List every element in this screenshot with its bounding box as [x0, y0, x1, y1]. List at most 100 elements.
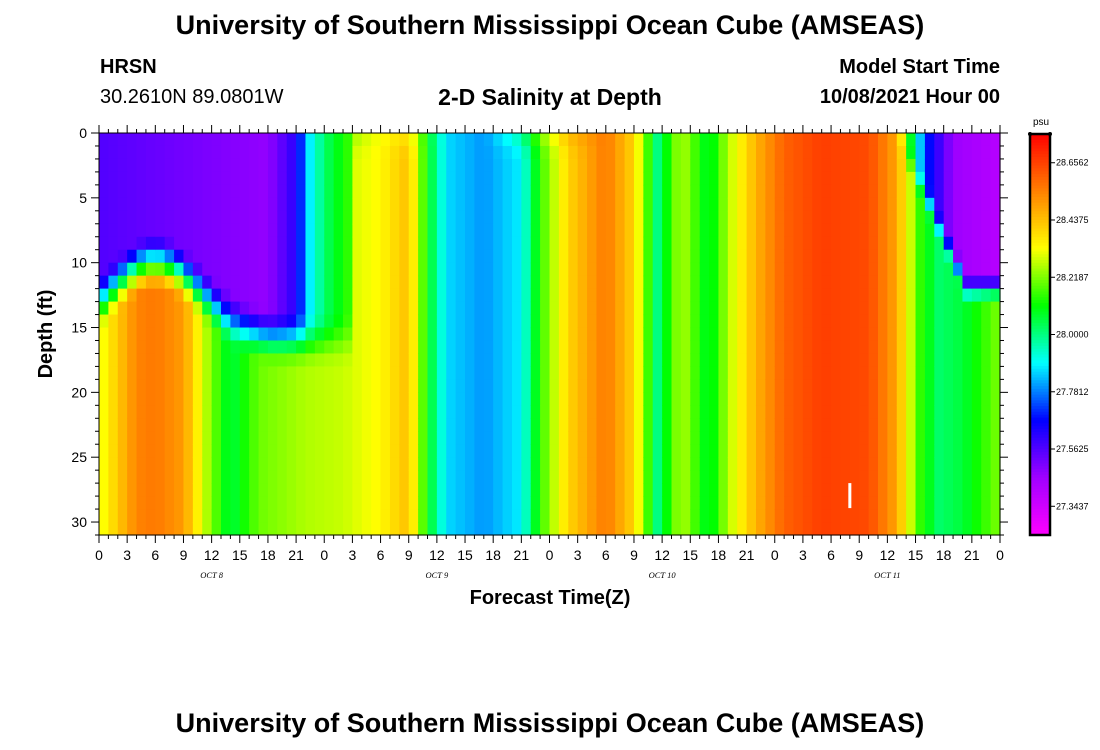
heatmap-cell: [174, 275, 185, 290]
heatmap-cell: [718, 301, 729, 316]
heatmap-cell: [812, 171, 823, 186]
heatmap-cell: [934, 327, 945, 342]
heatmap-cell: [868, 184, 879, 199]
colorbar-segment: [1030, 291, 1050, 295]
colorbar-segment: [1030, 497, 1050, 502]
heatmap-cell: [361, 509, 372, 523]
heatmap-cell: [361, 431, 372, 445]
colorbar: 28.656228.437528.218728.000027.781227.56…: [1028, 132, 1089, 537]
heatmap-cell: [483, 171, 494, 186]
heatmap-cell: [305, 236, 316, 251]
heatmap-cell: [877, 301, 888, 316]
heatmap-cell: [164, 288, 175, 303]
heatmap-cell: [699, 301, 710, 316]
colorbar-segment: [1030, 168, 1050, 172]
heatmap-cell: [896, 327, 907, 342]
heatmap-cell: [690, 249, 701, 264]
heatmap-cell: [549, 314, 560, 329]
heatmap-cell: [596, 418, 607, 432]
heatmap-cell: [662, 353, 673, 368]
heatmap-cell: [267, 288, 278, 303]
heatmap-cell: [249, 496, 260, 510]
heatmap-cell: [286, 236, 297, 251]
heatmap-cell: [821, 301, 832, 316]
model-start-label: Model Start Time: [839, 56, 1000, 78]
heatmap-cell: [455, 210, 466, 225]
heatmap-cell: [906, 496, 917, 510]
heatmap-cell: [493, 496, 504, 510]
heatmap-cell: [690, 483, 701, 497]
heatmap-cell: [924, 288, 935, 303]
heatmap-cell: [915, 314, 926, 329]
heatmap-cell: [699, 223, 710, 238]
heatmap-cell: [981, 275, 992, 290]
heatmap-cell: [943, 522, 954, 536]
heatmap-cell: [343, 236, 354, 251]
heatmap-cell: [99, 522, 109, 536]
heatmap-cell: [718, 379, 729, 393]
heatmap-cell: [136, 470, 147, 484]
heatmap-cell: [399, 418, 410, 432]
heatmap-cell: [943, 509, 954, 523]
heatmap-cell: [361, 223, 372, 238]
heatmap-cell: [436, 496, 447, 510]
x-tick-label: 12: [204, 547, 220, 563]
heatmap-cell: [155, 262, 166, 277]
heatmap-cell: [981, 353, 992, 368]
heatmap-cell: [455, 379, 466, 393]
heatmap-cell: [849, 314, 860, 329]
heatmap-cell: [943, 314, 954, 329]
heatmap-cell: [239, 301, 250, 316]
heatmap-cell: [924, 223, 935, 238]
heatmap-cell: [821, 496, 832, 510]
heatmap-cell: [718, 327, 729, 342]
heatmap-cell: [906, 327, 917, 342]
colorbar-segment: [1030, 383, 1050, 387]
heatmap-cell: [887, 366, 898, 380]
heatmap-cell: [540, 379, 551, 393]
heatmap-cell: [652, 301, 663, 316]
heatmap-cell: [652, 184, 663, 199]
heatmap-cell: [145, 133, 156, 147]
heatmap-cell: [540, 133, 551, 147]
colorbar-segment: [1030, 520, 1050, 525]
heatmap-cell: [615, 133, 626, 147]
heatmap-cell: [765, 483, 776, 497]
heatmap-cell: [296, 470, 307, 484]
heatmap-cell: [155, 470, 166, 484]
heatmap-cell: [896, 353, 907, 368]
heatmap-cell: [943, 405, 954, 419]
heatmap-cell: [183, 158, 194, 173]
heatmap-cell: [680, 340, 691, 355]
heatmap-cell: [662, 418, 673, 432]
heatmap-cell: [540, 470, 551, 484]
colorbar-segment: [1030, 351, 1050, 356]
heatmap-cell: [530, 184, 541, 199]
heatmap-cell: [239, 210, 250, 225]
heatmap-cell: [155, 314, 166, 329]
colorbar-segment: [1030, 446, 1050, 450]
heatmap-cell: [718, 133, 729, 147]
heatmap-cell: [849, 444, 860, 458]
heatmap-cell: [277, 236, 288, 251]
heatmap-cell: [953, 340, 964, 355]
heatmap-cell: [174, 483, 185, 497]
colorbar-segment: [1030, 420, 1050, 424]
heatmap-cell: [802, 223, 813, 238]
heatmap-cell: [765, 210, 776, 225]
heatmap-cell: [333, 249, 344, 264]
heatmap-cell: [849, 145, 860, 160]
heatmap-cell: [155, 340, 166, 355]
heatmap-cell: [784, 133, 795, 147]
colorbar-segment: [1030, 188, 1050, 192]
heatmap-cell: [511, 301, 522, 316]
heatmap-cell: [896, 301, 907, 316]
heatmap-cell: [343, 483, 354, 497]
heatmap-cell: [192, 236, 203, 251]
heatmap-cell: [99, 470, 109, 484]
heatmap-cell: [906, 171, 917, 186]
heatmap-cell: [324, 470, 335, 484]
heatmap-cell: [558, 470, 569, 484]
colorbar-segment: [1030, 302, 1050, 307]
heatmap-cell: [343, 327, 354, 342]
